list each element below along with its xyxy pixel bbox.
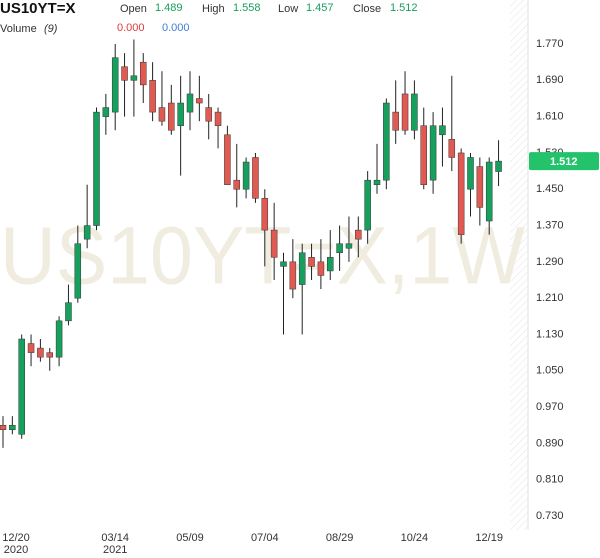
volume-value: 0.000 bbox=[117, 22, 145, 34]
y-tick-label: 1.210 bbox=[536, 292, 564, 304]
candle-body bbox=[345, 243, 353, 249]
candle-body bbox=[224, 134, 231, 185]
candle-body bbox=[242, 161, 250, 190]
candle-body bbox=[186, 93, 194, 113]
candle-body bbox=[140, 61, 147, 86]
candle-body bbox=[476, 166, 484, 208]
legend-value: 1.558 bbox=[233, 2, 261, 14]
candle-body bbox=[214, 111, 222, 126]
x-year-label: 2021 bbox=[103, 544, 127, 556]
candle-body bbox=[467, 157, 474, 190]
y-tick-label: 0.970 bbox=[536, 401, 564, 413]
candle-body bbox=[392, 111, 399, 131]
candle-body bbox=[401, 93, 409, 131]
candle-body bbox=[149, 80, 156, 113]
candle-body bbox=[280, 261, 287, 267]
candles bbox=[0, 39, 502, 448]
volume-period: (9) bbox=[44, 23, 58, 35]
volume-label: Volume bbox=[0, 23, 37, 35]
volume-value: 0.000 bbox=[162, 22, 190, 34]
candle-body bbox=[355, 229, 362, 240]
candle-body bbox=[102, 107, 110, 117]
candle-body bbox=[252, 157, 259, 199]
legend-label: Close bbox=[353, 3, 381, 15]
candle-body bbox=[439, 125, 446, 136]
legend-label: Low bbox=[278, 3, 298, 15]
legend-label: Open bbox=[120, 3, 147, 15]
candle-body bbox=[336, 243, 343, 254]
candle-body bbox=[289, 261, 297, 290]
y-tick-label: 1.610 bbox=[536, 111, 564, 123]
candle-body bbox=[298, 252, 306, 285]
candle-body bbox=[457, 152, 465, 235]
candle-body bbox=[55, 320, 63, 358]
y-tick-label: 0.730 bbox=[536, 510, 564, 522]
candle-body bbox=[18, 338, 25, 435]
x-tick-label: 03/14 bbox=[101, 532, 129, 544]
y-tick-label: 1.050 bbox=[536, 365, 564, 377]
last-price-tag bbox=[529, 152, 599, 171]
candle-body bbox=[130, 75, 138, 81]
candle-body bbox=[93, 111, 100, 226]
candle-body bbox=[46, 352, 53, 358]
candle-body bbox=[383, 102, 390, 181]
candle-body bbox=[0, 424, 7, 431]
y-tick-label: 0.890 bbox=[536, 437, 564, 449]
y-tick-label: 1.450 bbox=[536, 183, 564, 195]
candle-body bbox=[121, 66, 128, 81]
candle-body bbox=[429, 125, 437, 181]
candle-body bbox=[373, 179, 381, 185]
y-tick-label: 1.290 bbox=[536, 256, 564, 268]
candle-body bbox=[317, 261, 325, 276]
candle-body bbox=[485, 161, 493, 222]
legend-value: 1.457 bbox=[306, 2, 334, 14]
candle-body bbox=[177, 102, 184, 126]
y-tick-label: 1.690 bbox=[536, 74, 564, 86]
y-tick-label: 1.770 bbox=[536, 38, 564, 50]
candle-body bbox=[495, 160, 502, 172]
candle-body bbox=[327, 257, 334, 272]
y-tick-label: 1.130 bbox=[536, 328, 564, 340]
candle-body bbox=[74, 243, 82, 299]
candle-body bbox=[448, 139, 456, 158]
x-tick-label: 08/29 bbox=[326, 532, 354, 544]
candle-body bbox=[420, 125, 427, 185]
candle-body bbox=[168, 102, 175, 131]
x-tick-label: 07/04 bbox=[251, 532, 279, 544]
candle-body bbox=[196, 98, 203, 104]
candle-body bbox=[158, 107, 166, 122]
x-tick-label: 12/20 bbox=[2, 532, 30, 544]
legend-value: 1.489 bbox=[155, 2, 183, 14]
candle-body bbox=[65, 302, 72, 322]
future-area bbox=[510, 0, 528, 530]
x-tick-label: 05/09 bbox=[176, 532, 204, 544]
x-year-label: 2020 bbox=[4, 544, 28, 556]
candle-body bbox=[364, 179, 371, 231]
candle-body bbox=[205, 107, 212, 122]
legend-value: 1.512 bbox=[390, 2, 418, 14]
candle-body bbox=[37, 347, 44, 358]
chart-title: US10YT=X bbox=[0, 0, 75, 17]
last-price-label: 1.512 bbox=[550, 156, 578, 168]
candle-body bbox=[233, 179, 240, 190]
candle-body bbox=[308, 257, 315, 267]
candle-body bbox=[111, 57, 119, 113]
candle-body bbox=[411, 93, 418, 131]
candle-body bbox=[261, 198, 269, 231]
candle-body bbox=[270, 229, 278, 258]
candle-body bbox=[9, 424, 16, 431]
legend-label: High bbox=[202, 3, 225, 15]
candle-body bbox=[83, 225, 91, 240]
x-tick-label: 10/24 bbox=[401, 532, 429, 544]
y-tick-label: 0.810 bbox=[536, 474, 564, 486]
y-tick-label: 1.370 bbox=[536, 219, 564, 231]
candle-body bbox=[27, 343, 35, 353]
x-tick-label: 12/19 bbox=[475, 532, 503, 544]
